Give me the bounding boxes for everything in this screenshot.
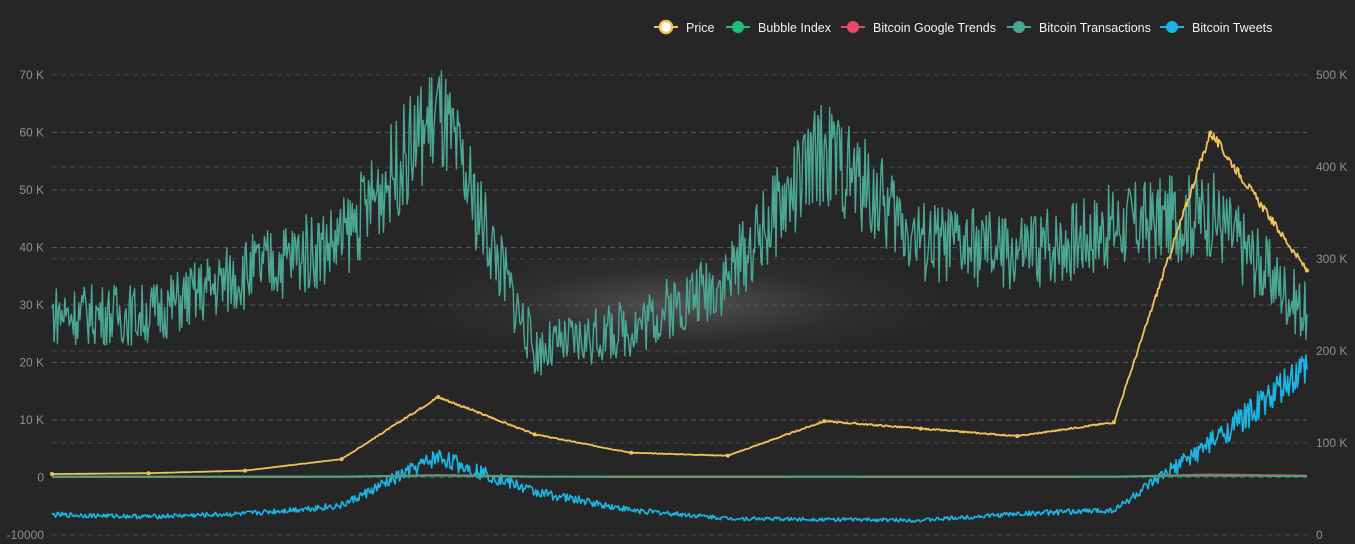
gridlines [52, 74, 1307, 536]
price-point [1015, 434, 1020, 439]
price-point [1208, 130, 1213, 135]
left-tick-label: 60 K [19, 126, 44, 140]
price-point [243, 468, 248, 473]
price-point [822, 419, 827, 424]
price-point [1305, 268, 1309, 273]
legend-item-bitcoin-google-trends[interactable]: Bitcoin Google Trends [841, 21, 996, 35]
left-tick-label: -10000 [7, 528, 45, 542]
series-line-bitcoin-tweets [51, 354, 1308, 523]
right-tick-label: 0 [1316, 528, 1323, 542]
series-line-bitcoin-transactions [51, 70, 1308, 376]
legend-item-price[interactable]: Price [654, 19, 715, 35]
legend-label: Price [686, 21, 715, 35]
legend-item-bitcoin-tweets[interactable]: Bitcoin Tweets [1160, 21, 1272, 35]
legend-item-bubble-index[interactable]: Bubble Index [726, 21, 832, 35]
left-tick-label: 20 K [19, 356, 44, 370]
price-point [918, 426, 923, 431]
right-tick-label: 400 K [1316, 160, 1347, 174]
legend-item-bitcoin-transactions[interactable]: Bitcoin Transactions [1007, 21, 1151, 35]
left-tick-label: 50 K [19, 183, 44, 197]
left-tick-label: 40 K [19, 241, 44, 255]
price-point [725, 453, 730, 458]
legend-marker [732, 21, 744, 33]
legend-marker [658, 19, 674, 35]
left-tick-label: 10 K [19, 413, 44, 427]
price-point [50, 472, 54, 477]
legend-label: Bitcoin Transactions [1039, 21, 1151, 35]
legend-marker [847, 21, 859, 33]
left-axis: -10000 0 10 K 20 K 30 K 40 K 50 K 60 K 70 K [7, 68, 45, 542]
legend: Price Bubble Index Bitcoin Google Trends Bi… [654, 19, 1272, 35]
left-tick-label: 0 [37, 471, 44, 485]
price-point [436, 395, 441, 399]
right-tick-label: 100 K [1316, 436, 1347, 450]
right-tick-label: 300 K [1316, 252, 1347, 266]
price-point [1111, 420, 1116, 425]
price-point [532, 432, 537, 437]
legend-label: Bubble Index [758, 21, 832, 35]
right-tick-label: 200 K [1316, 344, 1347, 358]
series-layer [50, 70, 1309, 523]
price-point [339, 457, 344, 462]
right-tick-label: 500 K [1316, 68, 1347, 82]
left-tick-label: 70 K [19, 68, 44, 82]
series-line-price [52, 131, 1308, 475]
legend-marker [1013, 21, 1025, 33]
series-line-bubble-index [52, 475, 1308, 478]
left-tick-label: 30 K [19, 298, 44, 312]
right-axis: 0 100 K 200 K 300 K 400 K 500 K [1316, 68, 1347, 542]
legend-marker [1166, 21, 1178, 33]
price-point [146, 471, 151, 476]
legend-label: Bitcoin Tweets [1192, 21, 1272, 35]
price-point [629, 450, 634, 455]
legend-label: Bitcoin Google Trends [873, 21, 996, 35]
